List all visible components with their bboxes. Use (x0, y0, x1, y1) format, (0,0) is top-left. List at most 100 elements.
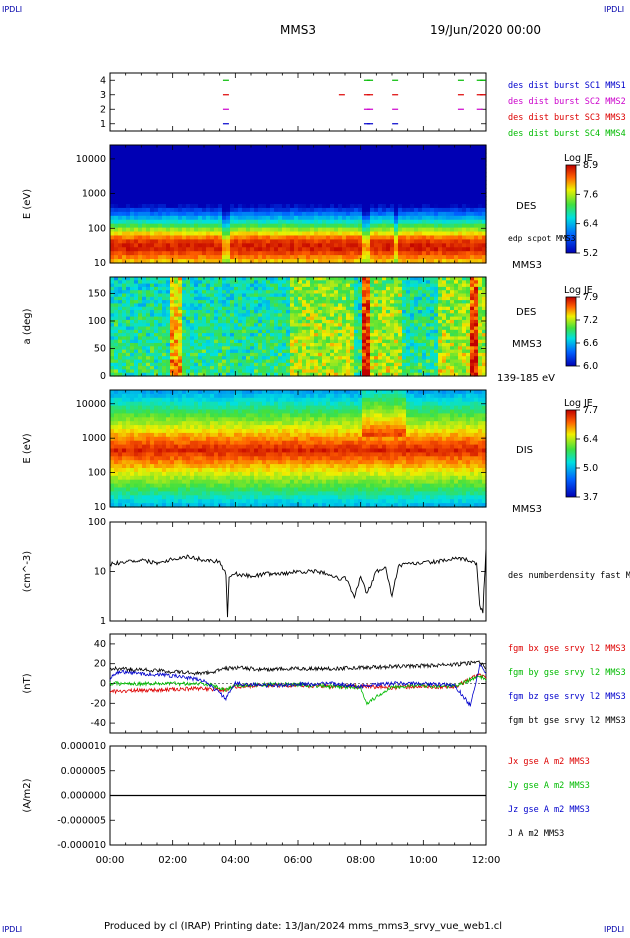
spectrogram-cell (474, 228, 479, 233)
spectrogram-cell (202, 224, 207, 229)
spectrogram-cell (462, 255, 467, 260)
spectrogram-cell (150, 169, 155, 174)
spectrogram-cell (258, 169, 263, 174)
spectrogram-cell (466, 180, 471, 185)
spectrogram-cell (426, 149, 431, 154)
spectrogram-cell (146, 157, 151, 162)
spectrogram-cell (350, 188, 355, 193)
spectrogram-cell (286, 247, 291, 252)
spectrogram-cell (370, 184, 375, 189)
spectrogram-cell (278, 184, 283, 189)
spectrogram-cell (146, 184, 151, 189)
spectrogram-cell (430, 184, 435, 189)
spectrogram-cell (318, 224, 323, 229)
spectrogram-cell (454, 251, 459, 256)
spectrogram-cell (386, 212, 391, 217)
spectrogram-cell (206, 176, 211, 181)
spectrogram-cell (354, 247, 359, 252)
spectrogram-cell (398, 243, 403, 248)
spectrogram-cell (386, 220, 391, 225)
spectrogram-cell (454, 184, 459, 189)
spectrogram-cell (358, 232, 363, 237)
spectrogram-cell (178, 161, 183, 166)
spectrogram-cell (422, 180, 427, 185)
spectrogram-cell (378, 176, 383, 181)
spectrogram-cell (238, 239, 243, 244)
spectrogram-cell (342, 153, 347, 158)
spectrogram-cell (338, 243, 343, 248)
spectrogram-cell (350, 212, 355, 217)
spectrogram-cell (218, 145, 223, 150)
spectrogram-cell (266, 149, 271, 154)
spectrogram-cell (322, 224, 327, 229)
spectrogram-cell (222, 180, 227, 185)
spectrogram-cell (478, 145, 483, 150)
spectrogram-cell (254, 180, 259, 185)
spectrogram-cell (354, 200, 359, 205)
spectrogram-cell (326, 232, 331, 237)
spectrogram-cell (310, 243, 315, 248)
spectrogram-cell (206, 200, 211, 205)
spectrogram-cell (334, 180, 339, 185)
spectrogram-cell (254, 251, 259, 256)
spectrogram-cell (246, 184, 251, 189)
spectrogram-cell (258, 173, 263, 178)
spectrogram-cell (298, 208, 303, 213)
spectrogram-cell (114, 247, 119, 252)
spectrogram-cell (130, 153, 135, 158)
spectrogram-cell (294, 220, 299, 225)
spectrogram-cell (162, 208, 167, 213)
spectrogram-cell (374, 200, 379, 205)
spectrogram-cell (474, 251, 479, 256)
spectrogram-cell (394, 192, 399, 197)
spectrogram-cell (326, 169, 331, 174)
spectrogram-cell (114, 232, 119, 237)
spectrogram-cell (326, 208, 331, 213)
spectrogram-cell (242, 188, 247, 193)
spectrogram-cell (158, 243, 163, 248)
spectrogram-cell (370, 157, 375, 162)
spectrogram-cell (254, 220, 259, 225)
spectrogram-cell (422, 169, 427, 174)
spectrogram-cell (270, 161, 275, 166)
spectrogram-cell (346, 204, 351, 209)
spectrogram-cell (270, 180, 275, 185)
spectrogram-cell (182, 184, 187, 189)
spectrogram-cell (350, 235, 355, 240)
spectrogram-cell (306, 165, 311, 170)
spectrogram-cell (334, 157, 339, 162)
spectrogram-cell (370, 247, 375, 252)
spectrogram-cell (154, 169, 159, 174)
spectrogram-cell (454, 204, 459, 209)
spectrogram-cell (326, 228, 331, 233)
spectrogram-cell (418, 216, 423, 221)
spectrogram-cell (326, 243, 331, 248)
spectrogram-cell (126, 247, 131, 252)
spectrogram-cell (370, 255, 375, 260)
spectrogram-cell (318, 220, 323, 225)
spectrogram-cell (198, 169, 203, 174)
spectrogram-cell (434, 145, 439, 150)
spectrogram-cell (170, 196, 175, 201)
spectrogram-cell (226, 149, 231, 154)
spectrogram-cell (446, 239, 451, 244)
spectrogram-cell (322, 212, 327, 217)
spectrogram-cell (246, 232, 251, 237)
spectrogram-cell (114, 196, 119, 201)
spectrogram-cell (346, 239, 351, 244)
spectrogram-cell (478, 220, 483, 225)
spectrogram-cell (442, 165, 447, 170)
spectrogram-cell (282, 208, 287, 213)
spectrogram-cell (390, 161, 395, 166)
spectrogram-cell (430, 200, 435, 205)
spectrogram-cell (418, 243, 423, 248)
spectrogram-cell (470, 239, 475, 244)
spectrogram-cell (270, 192, 275, 197)
spectrogram-cell (422, 153, 427, 158)
spectrogram-cell (410, 220, 415, 225)
spectrogram-cell (382, 180, 387, 185)
spectrogram-cell (374, 204, 379, 209)
burst-panel-frame (110, 73, 486, 131)
spectrogram-cell (322, 196, 327, 201)
spectrogram-cell (270, 212, 275, 217)
